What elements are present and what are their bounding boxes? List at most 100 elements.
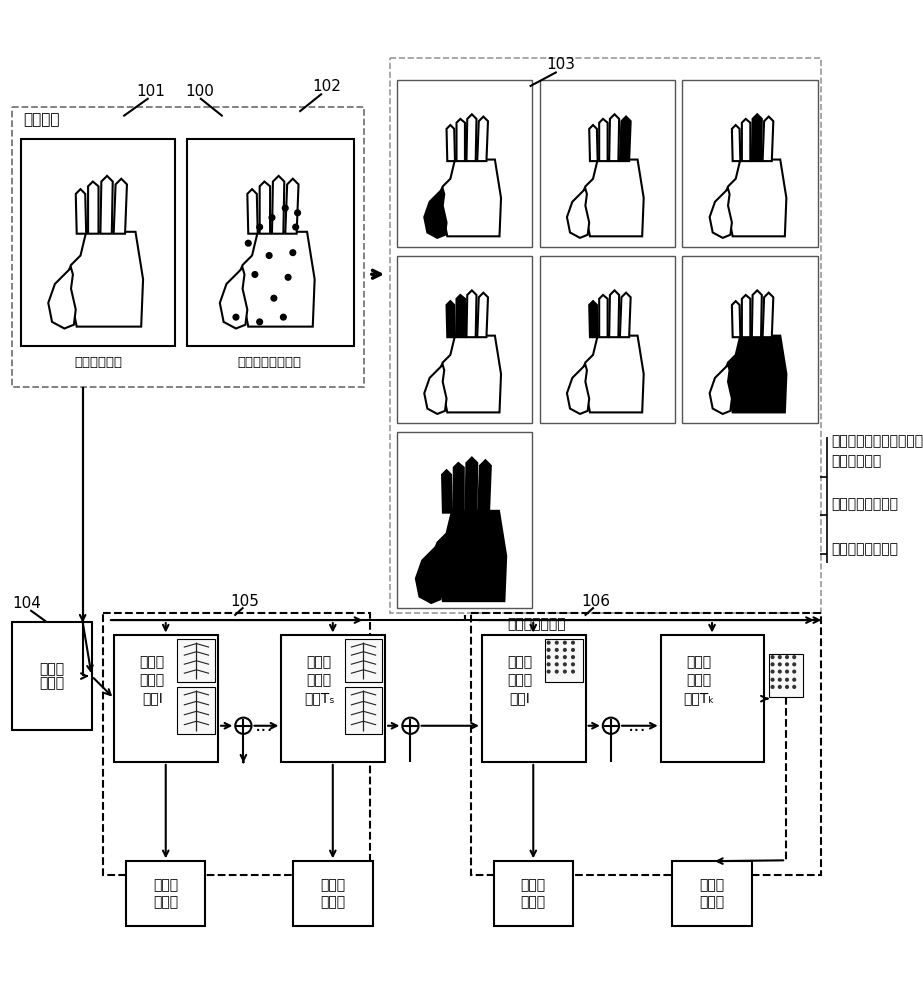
FancyBboxPatch shape	[672, 861, 752, 926]
Polygon shape	[69, 232, 143, 327]
Polygon shape	[466, 114, 476, 161]
Polygon shape	[742, 119, 750, 161]
Circle shape	[772, 663, 773, 666]
Circle shape	[547, 649, 550, 651]
Circle shape	[785, 656, 788, 658]
Circle shape	[785, 663, 788, 666]
Polygon shape	[101, 176, 113, 234]
Polygon shape	[732, 301, 740, 337]
Polygon shape	[88, 182, 99, 234]
Polygon shape	[726, 160, 786, 236]
Polygon shape	[620, 293, 630, 337]
Circle shape	[772, 686, 773, 688]
Circle shape	[252, 272, 258, 277]
Text: 合成手部分割图: 合成手部分割图	[507, 617, 566, 631]
Circle shape	[571, 670, 574, 673]
Circle shape	[547, 656, 550, 658]
Polygon shape	[48, 268, 76, 329]
FancyBboxPatch shape	[397, 80, 533, 247]
Polygon shape	[752, 114, 761, 161]
Circle shape	[571, 656, 574, 658]
FancyBboxPatch shape	[397, 432, 533, 608]
Text: 失函数: 失函数	[320, 895, 345, 909]
Polygon shape	[76, 189, 86, 234]
FancyBboxPatch shape	[682, 256, 818, 423]
Circle shape	[785, 686, 788, 688]
Circle shape	[793, 670, 796, 673]
Circle shape	[785, 678, 788, 681]
Circle shape	[547, 670, 550, 673]
Polygon shape	[454, 463, 463, 513]
FancyBboxPatch shape	[21, 139, 174, 346]
Text: 样本手部图像: 样本手部图像	[74, 356, 122, 369]
Polygon shape	[241, 232, 315, 327]
Polygon shape	[247, 189, 258, 234]
Circle shape	[772, 678, 773, 681]
Text: 训练样本: 训练样本	[23, 112, 60, 127]
Circle shape	[290, 250, 295, 256]
Text: 手指分割子图: 手指分割子图	[832, 454, 881, 468]
Circle shape	[793, 663, 796, 666]
Circle shape	[267, 253, 272, 258]
Polygon shape	[710, 189, 732, 238]
Text: 姿态预: 姿态预	[507, 656, 533, 670]
Text: 104: 104	[12, 596, 42, 611]
Polygon shape	[567, 365, 589, 414]
Circle shape	[556, 663, 558, 666]
Text: 失函数: 失函数	[521, 895, 545, 909]
FancyBboxPatch shape	[540, 256, 675, 423]
Circle shape	[564, 649, 566, 651]
Polygon shape	[416, 545, 442, 603]
Circle shape	[785, 670, 788, 673]
FancyBboxPatch shape	[545, 639, 583, 682]
Polygon shape	[609, 114, 619, 161]
Circle shape	[547, 663, 550, 666]
Polygon shape	[752, 290, 761, 337]
Polygon shape	[441, 336, 501, 412]
Text: 姿态据: 姿态据	[521, 879, 545, 893]
Polygon shape	[762, 117, 773, 161]
Text: 姿态预: 姿态预	[686, 656, 711, 670]
Text: 测部分: 测部分	[306, 674, 331, 688]
Polygon shape	[442, 470, 452, 513]
Circle shape	[556, 656, 558, 658]
FancyBboxPatch shape	[177, 687, 215, 734]
FancyBboxPatch shape	[12, 622, 91, 730]
Circle shape	[571, 641, 574, 644]
Text: 测部分: 测部分	[507, 674, 533, 688]
Polygon shape	[584, 160, 643, 236]
Circle shape	[772, 656, 773, 658]
Circle shape	[564, 641, 566, 644]
Polygon shape	[742, 295, 750, 337]
Circle shape	[281, 314, 286, 320]
FancyBboxPatch shape	[661, 635, 764, 762]
Polygon shape	[599, 295, 607, 337]
Polygon shape	[441, 160, 501, 236]
Circle shape	[547, 641, 550, 644]
Text: 结构预: 结构预	[139, 656, 164, 670]
Circle shape	[778, 678, 781, 681]
Text: 失函数: 失函数	[153, 895, 178, 909]
Circle shape	[282, 205, 288, 211]
FancyBboxPatch shape	[294, 861, 373, 926]
Text: 失函数: 失函数	[700, 895, 725, 909]
Circle shape	[772, 670, 773, 673]
Circle shape	[293, 224, 298, 230]
Text: 阶段Tₛ: 阶段Tₛ	[304, 692, 334, 706]
Circle shape	[257, 319, 262, 325]
Text: ...: ...	[628, 716, 646, 735]
Text: 阶段I: 阶段I	[142, 692, 162, 706]
Polygon shape	[477, 293, 488, 337]
Polygon shape	[732, 125, 740, 161]
Text: 姿态据: 姿态据	[700, 879, 725, 893]
Polygon shape	[584, 336, 643, 412]
FancyBboxPatch shape	[682, 80, 818, 247]
Circle shape	[556, 641, 558, 644]
Circle shape	[234, 314, 239, 320]
Polygon shape	[457, 295, 465, 337]
Circle shape	[564, 663, 566, 666]
Text: 合成手部分割子图: 合成手部分割子图	[832, 543, 898, 557]
Polygon shape	[478, 460, 491, 513]
Text: 结构据: 结构据	[320, 879, 345, 893]
Text: 阶段I: 阶段I	[509, 692, 530, 706]
